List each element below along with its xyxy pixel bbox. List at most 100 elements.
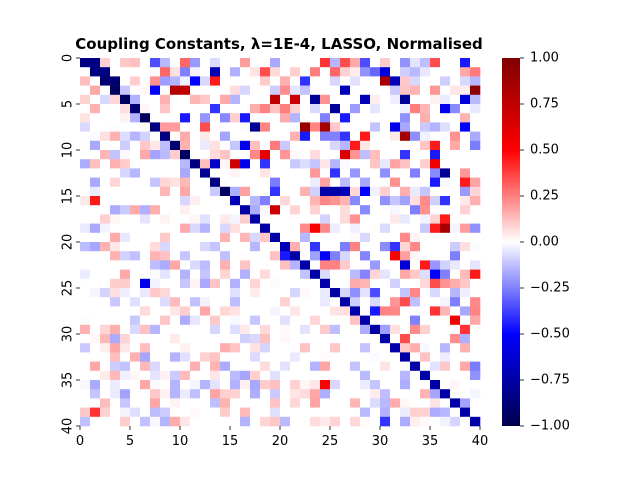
heatmap-cell: [330, 407, 341, 418]
heatmap-cell: [300, 223, 311, 234]
heatmap-cell: [320, 370, 331, 381]
heatmap-cell: [140, 260, 151, 270]
heatmap-cell: [200, 232, 211, 243]
heatmap-cell: [290, 76, 301, 86]
heatmap-cell: [390, 370, 401, 381]
heatmap-cell: [130, 416, 141, 427]
heatmap-cell: [160, 306, 171, 316]
heatmap-cell: [260, 398, 271, 408]
heatmap-cell: [210, 324, 221, 335]
heatmap-cell: [360, 159, 371, 169]
heatmap-cell: [240, 389, 251, 399]
heatmap-cell: [460, 297, 471, 307]
heatmap-cell: [190, 85, 201, 96]
heatmap-cell: [410, 140, 421, 151]
heatmap-cell: [340, 94, 351, 105]
heatmap-cell: [220, 122, 231, 132]
heatmap-cell: [400, 361, 411, 372]
heatmap-cell: [350, 122, 361, 132]
heatmap-cell: [330, 278, 341, 289]
heatmap-cell: [160, 159, 171, 169]
heatmap-cell: [350, 196, 361, 206]
heatmap-cell: [470, 352, 481, 362]
heatmap-cell: [190, 315, 201, 326]
heatmap-cell: [360, 150, 371, 160]
heatmap-cell: [140, 113, 151, 123]
heatmap-cell: [370, 343, 381, 353]
heatmap-cell: [90, 251, 101, 261]
heatmap-cell: [100, 58, 111, 68]
heatmap-cell: [110, 260, 121, 270]
heatmap-cell: [340, 131, 351, 142]
heatmap-cell: [190, 58, 201, 68]
heatmap-cell: [370, 380, 381, 390]
heatmap-cell: [340, 85, 351, 96]
heatmap-cell: [360, 297, 371, 307]
heatmap-cell: [340, 168, 351, 178]
heatmap-cell: [320, 343, 331, 353]
heatmap-cell: [310, 407, 321, 418]
heatmap-cell: [200, 416, 211, 427]
heatmap-cell: [390, 150, 401, 160]
heatmap-cell: [150, 223, 161, 234]
heatmap-cell: [470, 76, 481, 86]
heatmap-cell: [330, 113, 341, 123]
heatmap-cell: [420, 140, 431, 151]
heatmap-cell: [320, 94, 331, 105]
heatmap-cell: [440, 67, 451, 77]
heatmap-cell: [360, 343, 371, 353]
heatmap-cell: [230, 94, 241, 105]
heatmap-cell: [190, 159, 201, 169]
heatmap-cell: [440, 76, 451, 86]
heatmap-cell: [140, 361, 151, 372]
heatmap-cell: [170, 113, 181, 123]
heatmap-cell: [360, 113, 371, 123]
heatmap-cell: [170, 352, 181, 362]
heatmap-cell: [80, 278, 91, 289]
heatmap-cell: [440, 251, 451, 261]
heatmap-cell: [340, 104, 351, 114]
heatmap-cell: [430, 168, 441, 178]
y-tick-label: 25: [61, 280, 76, 297]
heatmap-cell: [370, 76, 381, 86]
heatmap-cell: [170, 297, 181, 307]
heatmap-cell: [140, 370, 151, 381]
heatmap-cell: [250, 94, 261, 105]
heatmap-cell: [460, 306, 471, 316]
heatmap-cell: [200, 94, 211, 105]
heatmap-cell: [370, 398, 381, 408]
colorbar-tick-label: 0.25: [530, 189, 559, 204]
heatmap-cell: [350, 260, 361, 270]
heatmap-cell: [370, 150, 381, 160]
heatmap-cell: [250, 416, 261, 427]
heatmap-cell: [290, 67, 301, 77]
heatmap-cell: [130, 297, 141, 307]
heatmap-cell: [120, 352, 131, 362]
heatmap-cell: [110, 140, 121, 151]
heatmap-cell: [200, 398, 211, 408]
heatmap-cell: [100, 113, 111, 123]
heatmap-cell: [80, 113, 91, 123]
heatmap-cell: [410, 334, 421, 344]
heatmap-cell: [200, 324, 211, 335]
heatmap-cell: [140, 251, 151, 261]
heatmap-cell: [460, 232, 471, 243]
heatmap-cell: [260, 269, 271, 280]
heatmap-cell: [380, 389, 391, 399]
heatmap-cell: [400, 159, 411, 169]
heatmap-cell: [250, 177, 261, 188]
heatmap-cell: [260, 416, 271, 427]
heatmap-cell: [410, 122, 421, 132]
heatmap-cell: [420, 168, 431, 178]
heatmap-cell: [430, 334, 441, 344]
heatmap-cell: [370, 196, 381, 206]
heatmap-cell: [270, 85, 281, 96]
heatmap-cell: [360, 278, 371, 289]
heatmap-cell: [220, 140, 231, 151]
heatmap-cell: [300, 94, 311, 105]
heatmap-cell: [240, 113, 251, 123]
heatmap-cell: [270, 398, 281, 408]
heatmap-cell: [310, 122, 321, 132]
heatmap-cell: [460, 407, 471, 418]
heatmap-cell: [220, 214, 231, 224]
